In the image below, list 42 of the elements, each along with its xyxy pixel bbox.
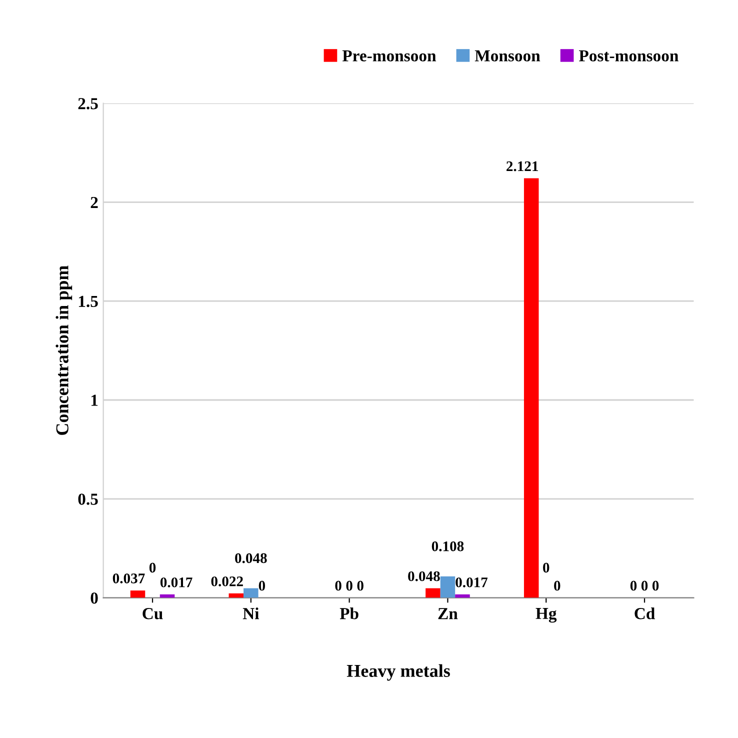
y-tick-label: 1.5 [78,296,98,308]
y-tick-label: 1 [91,394,98,406]
x-tick-label: Zn [438,608,458,620]
data-label: 0.022 [211,576,243,586]
data-label: 0.037 [112,573,145,584]
data-label: 0.017 [160,577,192,588]
x-tick-label: Hg [536,608,557,623]
data-label: 0.108 [432,541,464,552]
y-tick-label: 0 [90,592,98,604]
bar [440,576,456,598]
bar [455,594,470,598]
bar [130,590,146,598]
data-label: 0 [554,580,560,591]
y-tick-label: 2 [90,196,98,208]
data-label: 0 [641,580,648,591]
data-label: 0.048 [235,553,267,564]
bar [426,588,440,598]
bar [524,178,539,598]
data-label: 0 [652,580,659,591]
data-label: 0 [346,580,352,591]
x-tick-label: Cu [142,608,163,620]
data-label: 0.048 [408,571,440,582]
legend-label: Pre-monsoon [342,50,436,62]
x-tick-label: Cd [634,608,655,620]
data-label: 0 [149,562,156,573]
data-label: 0 [258,580,266,591]
x-tick-label: Pb [340,608,358,620]
y-tick-label: 2.5 [78,98,98,110]
x-tick-label: Ni [242,608,260,620]
y-axis-title: Concentration in ppm [56,266,72,435]
y-tick-label: 0.5 [78,494,98,505]
bar [228,593,244,598]
legend-label: Post-monsoon [579,50,678,62]
data-label: 0.017 [456,577,488,588]
legend-label: Monsoon [474,50,540,62]
bar [244,588,258,598]
x-axis-title: Heavy metals [346,664,450,681]
data-label: 0 [543,562,550,573]
data-label: 2.121 [506,161,538,172]
data-label: 0 [630,580,637,591]
data-label: 0 [357,580,364,591]
data-label: 0 [335,580,342,591]
